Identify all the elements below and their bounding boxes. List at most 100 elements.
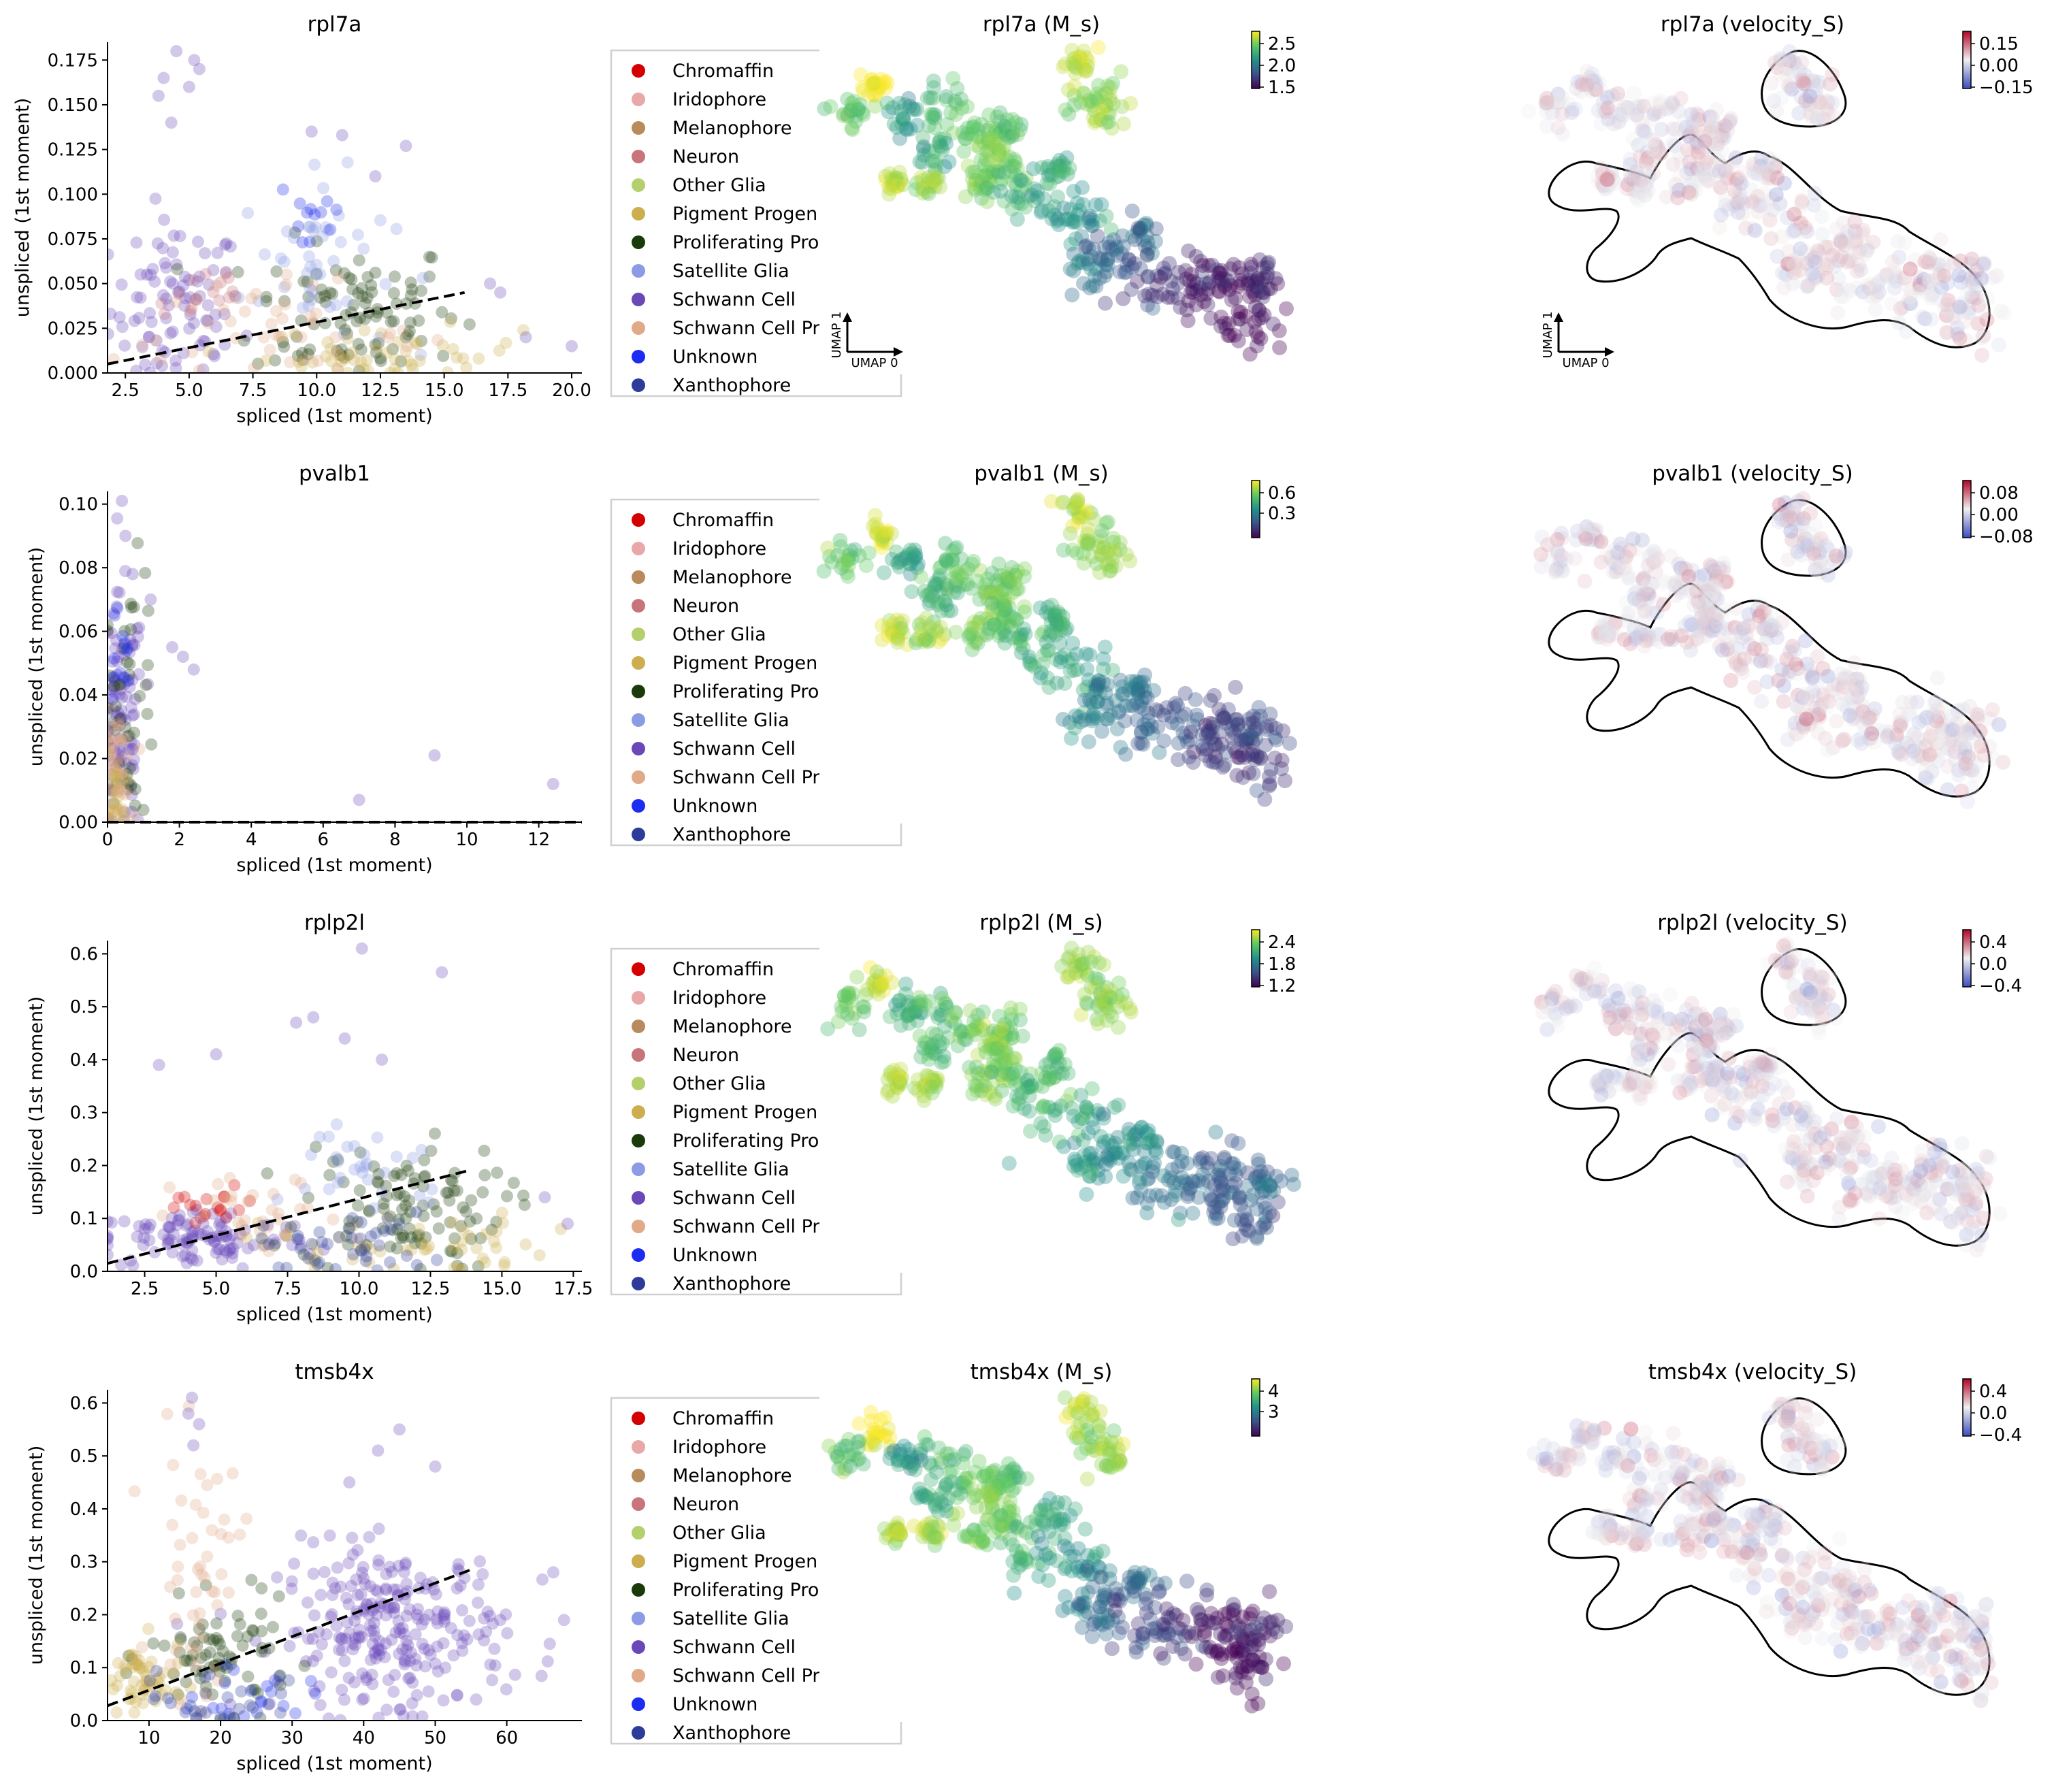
scatter-point <box>197 1631 210 1644</box>
scatter-point <box>451 1582 463 1595</box>
scatter-point <box>404 276 417 289</box>
scatter-point <box>299 1182 312 1195</box>
scatter-point <box>108 735 114 748</box>
embedding-point <box>1701 593 1716 609</box>
scatter-point <box>227 1711 240 1721</box>
embedding-point <box>1152 745 1167 760</box>
embedding-point <box>1097 639 1113 655</box>
embedding-point <box>1949 716 1965 732</box>
scatter-point <box>351 314 363 327</box>
scatter-point <box>186 1244 199 1257</box>
scatter-point <box>127 743 140 755</box>
scatter-point <box>355 1588 368 1601</box>
scatter-point <box>108 1233 114 1245</box>
scatter-point <box>140 268 153 281</box>
scatter-point <box>159 1684 172 1697</box>
scatter-point <box>176 651 189 663</box>
scatter-point <box>361 364 374 373</box>
scatter-point <box>353 1184 366 1197</box>
embedding-point <box>1124 203 1140 219</box>
scatter-point <box>329 264 342 277</box>
scatter-point <box>418 1613 431 1626</box>
embedding-point <box>1579 77 1595 93</box>
embedding-point <box>844 101 860 116</box>
scatter-point <box>235 1685 248 1698</box>
scatter-point <box>397 1231 410 1244</box>
scatter-point <box>376 1053 389 1066</box>
scatter-point <box>437 1637 450 1650</box>
scatter-point <box>114 678 127 691</box>
scatter-point <box>113 688 126 701</box>
embedding-point <box>988 1091 1003 1107</box>
scatter-point <box>128 1706 141 1719</box>
colorbar <box>1251 480 1260 538</box>
scatter-point <box>455 1243 468 1256</box>
scatter-point <box>476 1252 489 1265</box>
scatter-point <box>194 1708 207 1721</box>
embedding-point <box>1754 694 1770 709</box>
y-tick-label: 0.06 <box>59 622 98 642</box>
scatter-point <box>399 1199 412 1212</box>
scatter-point <box>269 1237 282 1250</box>
scatter-point <box>193 1607 206 1620</box>
scatter-point <box>225 1658 238 1671</box>
scatter-point <box>348 354 361 367</box>
scatter-point <box>478 1144 491 1157</box>
embedding-point <box>1139 1205 1155 1221</box>
scatter-point <box>393 1623 406 1635</box>
legend-marker <box>632 1077 645 1090</box>
embedding-point <box>1207 687 1222 703</box>
scatter-point <box>202 316 215 329</box>
scatter-point <box>299 353 312 365</box>
scatter-point <box>470 1212 483 1225</box>
scatter-point <box>182 1218 195 1231</box>
scatter-point <box>456 1262 469 1271</box>
scatter-point <box>301 1252 314 1265</box>
scatter-point <box>217 304 230 316</box>
scatter-point <box>299 1655 312 1668</box>
scatter-point <box>321 1237 334 1250</box>
scatter-point <box>218 1243 231 1256</box>
scatter-point <box>451 1563 464 1576</box>
scatter-point <box>157 71 170 84</box>
scatter-point <box>298 1659 311 1672</box>
scatter-point <box>463 318 476 331</box>
legend-label: Schwann Cell <box>672 738 796 760</box>
embedding-point <box>1090 39 1106 55</box>
scatter-point <box>231 1237 244 1250</box>
embedding-point <box>1812 112 1828 128</box>
scatter-point <box>125 623 137 636</box>
scatter-point <box>355 282 368 295</box>
embedding-point <box>902 121 918 137</box>
embedding-point <box>1765 202 1781 218</box>
scatter-point <box>272 1213 285 1226</box>
scatter-point <box>154 354 167 367</box>
scatter-point <box>172 1214 185 1227</box>
embedding-point <box>1631 137 1646 153</box>
embedding-point <box>879 1085 895 1101</box>
scatter-point <box>189 1224 201 1237</box>
scatter-point <box>163 1181 176 1194</box>
embedding-point <box>1783 523 1799 539</box>
scatter-point <box>134 291 147 304</box>
scatter-point <box>199 1671 212 1684</box>
scatter-point <box>167 1228 180 1241</box>
scatter-point <box>116 750 129 763</box>
scatter-point <box>155 297 168 310</box>
scatter-point <box>430 1254 443 1267</box>
embedding-point <box>845 122 860 137</box>
scatter-point <box>310 1141 323 1154</box>
embedding-point <box>1115 291 1131 306</box>
scatter-point <box>374 355 387 368</box>
scatter-point <box>472 1596 485 1609</box>
embedding-point <box>892 131 908 146</box>
embedding-point <box>1763 76 1779 91</box>
scatter-point <box>108 779 120 792</box>
scatter-point <box>108 696 114 709</box>
embedding-point <box>1079 533 1094 549</box>
embedding-point <box>1646 544 1661 559</box>
scatter-point <box>242 1195 255 1208</box>
scatter-point <box>382 1601 395 1614</box>
scatter-point <box>109 700 122 713</box>
scatter-point <box>241 1630 254 1643</box>
